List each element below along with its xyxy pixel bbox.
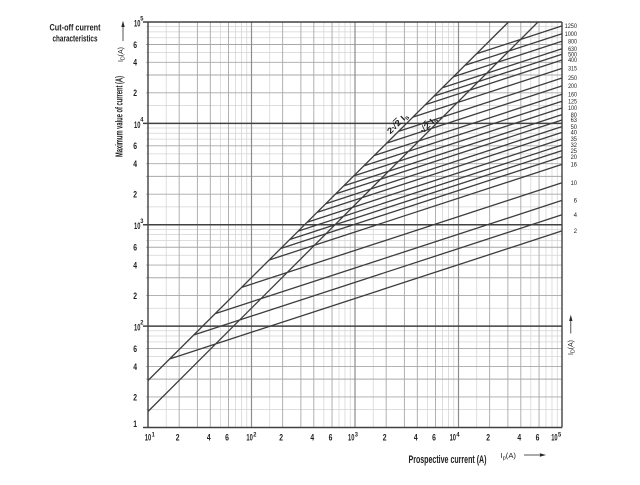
svg-text:4: 4 bbox=[456, 432, 460, 439]
svg-text:6: 6 bbox=[133, 40, 137, 50]
svg-text:500: 500 bbox=[568, 52, 577, 59]
svg-text:4: 4 bbox=[133, 362, 137, 372]
svg-text:2: 2 bbox=[140, 319, 144, 326]
svg-text:100: 100 bbox=[568, 105, 577, 112]
svg-text:4: 4 bbox=[574, 212, 578, 219]
svg-text:1: 1 bbox=[133, 419, 137, 429]
svg-text:16: 16 bbox=[571, 162, 578, 169]
svg-text:10: 10 bbox=[551, 433, 557, 443]
svg-text:6: 6 bbox=[133, 243, 137, 253]
svg-text:35: 35 bbox=[571, 136, 578, 143]
svg-text:630: 630 bbox=[568, 46, 577, 53]
svg-text:4: 4 bbox=[207, 433, 211, 443]
svg-text:2: 2 bbox=[486, 433, 490, 443]
svg-text:4: 4 bbox=[133, 58, 137, 68]
svg-text:800: 800 bbox=[568, 39, 577, 46]
svg-text:6: 6 bbox=[536, 433, 540, 443]
svg-text:20: 20 bbox=[571, 154, 578, 161]
svg-text:80: 80 bbox=[571, 112, 578, 119]
svg-text:2: 2 bbox=[133, 291, 137, 301]
svg-text:400: 400 bbox=[568, 57, 577, 64]
svg-text:10: 10 bbox=[134, 323, 140, 333]
svg-text:characteristics: characteristics bbox=[53, 34, 98, 45]
svg-text:250: 250 bbox=[568, 75, 577, 82]
svg-text:6: 6 bbox=[133, 344, 137, 354]
svg-text:2: 2 bbox=[253, 432, 257, 439]
svg-text:4: 4 bbox=[133, 159, 137, 169]
svg-text:3: 3 bbox=[140, 218, 144, 225]
svg-text:25: 25 bbox=[571, 148, 578, 155]
svg-text:200: 200 bbox=[568, 83, 577, 90]
svg-text:63: 63 bbox=[571, 117, 578, 124]
svg-text:ID(A): ID(A) bbox=[118, 47, 127, 62]
svg-text:1000: 1000 bbox=[565, 31, 578, 38]
svg-text:10: 10 bbox=[134, 18, 140, 28]
svg-text:10: 10 bbox=[450, 433, 456, 443]
svg-text:3: 3 bbox=[355, 432, 359, 439]
svg-text:6: 6 bbox=[225, 433, 229, 443]
svg-text:4: 4 bbox=[517, 433, 521, 443]
svg-text:2: 2 bbox=[133, 190, 137, 200]
svg-text:2: 2 bbox=[133, 88, 137, 98]
svg-text:50: 50 bbox=[571, 124, 578, 131]
svg-text:125: 125 bbox=[568, 98, 577, 105]
svg-text:10: 10 bbox=[134, 120, 140, 130]
svg-text:40: 40 bbox=[571, 130, 578, 137]
svg-text:10: 10 bbox=[145, 433, 151, 443]
svg-text:2: 2 bbox=[176, 433, 180, 443]
svg-text:10: 10 bbox=[571, 180, 578, 187]
svg-text:4: 4 bbox=[414, 433, 418, 443]
svg-text:2: 2 bbox=[133, 392, 137, 402]
svg-text:1250: 1250 bbox=[565, 23, 578, 30]
svg-text:Cut-off current: Cut-off current bbox=[50, 23, 102, 34]
svg-text:1: 1 bbox=[152, 432, 156, 439]
svg-text:6: 6 bbox=[432, 433, 436, 443]
svg-text:Prospective current (A): Prospective current (A) bbox=[409, 454, 487, 466]
svg-text:315: 315 bbox=[568, 66, 577, 73]
svg-text:2: 2 bbox=[279, 433, 283, 443]
svg-text:2: 2 bbox=[574, 228, 578, 235]
svg-text:5: 5 bbox=[140, 15, 144, 22]
svg-text:4: 4 bbox=[310, 433, 314, 443]
svg-text:160: 160 bbox=[568, 91, 577, 98]
svg-text:10: 10 bbox=[246, 433, 252, 443]
svg-text:4: 4 bbox=[133, 260, 137, 270]
svg-text:10: 10 bbox=[134, 221, 140, 231]
svg-text:Maximum value of current (A): Maximum value of current (A) bbox=[115, 76, 126, 157]
svg-text:6: 6 bbox=[329, 433, 333, 443]
svg-text:6: 6 bbox=[133, 141, 137, 151]
svg-text:32: 32 bbox=[571, 142, 578, 149]
svg-text:Ip(A): Ip(A) bbox=[501, 453, 517, 462]
svg-text:10: 10 bbox=[348, 433, 354, 443]
svg-text:4: 4 bbox=[140, 117, 144, 124]
svg-text:6: 6 bbox=[574, 198, 578, 205]
svg-text:ID(A): ID(A) bbox=[568, 340, 577, 355]
svg-text:2: 2 bbox=[383, 433, 387, 443]
svg-text:5: 5 bbox=[558, 432, 562, 439]
